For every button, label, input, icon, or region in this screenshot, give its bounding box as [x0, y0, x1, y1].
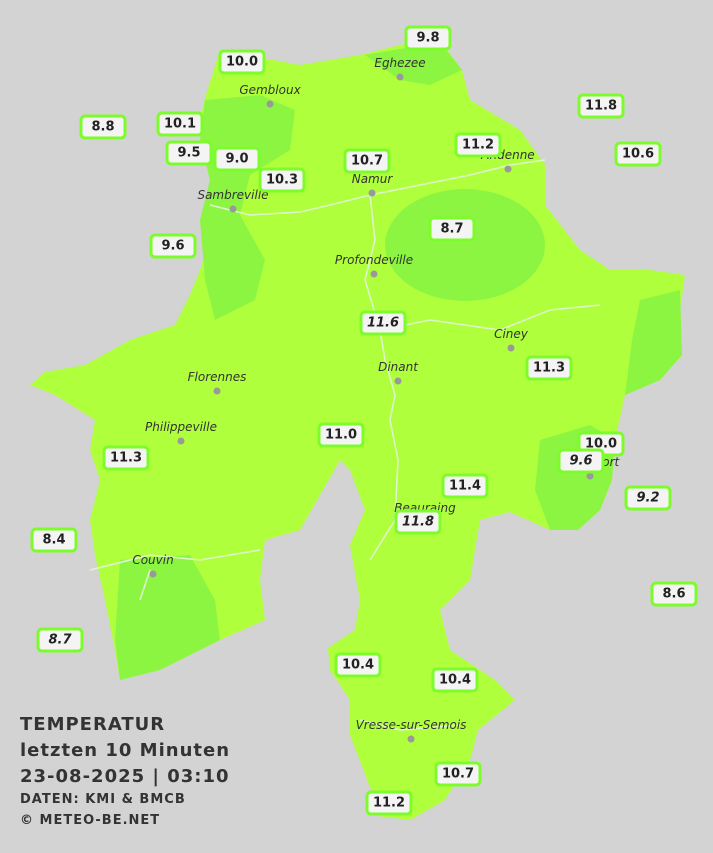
station-value: 11.0: [325, 428, 357, 443]
title-line: 23-08-2025 | 03:10: [20, 766, 230, 787]
station-value: 11.8: [402, 515, 434, 530]
station-box: [428, 216, 476, 242]
station-box: [359, 310, 407, 336]
city-name: Vresse-sur-Semois: [356, 718, 467, 732]
stations: 10.0 9.8 8.8 10.1 9.5 9.0 10.3 10.7 11.2 11.8 10.6…: [30, 25, 698, 816]
station-value: 11.2: [373, 796, 405, 811]
station-value: 9.6: [569, 454, 592, 469]
station-box: [434, 761, 482, 787]
station-value: 9.2: [636, 491, 659, 506]
station-value: 11.3: [110, 451, 142, 466]
city-dot: [266, 100, 274, 108]
station-value: 10.7: [442, 767, 474, 782]
city-dot: [229, 205, 237, 213]
station-value: 10.4: [342, 658, 374, 673]
city-name: Gembloux: [239, 83, 301, 97]
station-value: 11.4: [449, 479, 481, 494]
station-box: [334, 652, 382, 678]
cities: EghezeeGemblouxAndenneNamurSambrevillePr…: [132, 56, 621, 743]
station-value: 10.0: [226, 55, 258, 70]
city-dot: [504, 165, 512, 173]
city-dot: [177, 437, 185, 445]
city-name: Eghezee: [374, 56, 425, 70]
station-box: [149, 233, 197, 259]
station-value: 11.8: [585, 99, 617, 114]
city-dot: [407, 735, 415, 743]
station-box: [404, 25, 452, 51]
city-dot: [507, 344, 515, 352]
city-name: Sambreville: [197, 188, 268, 202]
station-box: [156, 111, 204, 137]
station-box: [577, 93, 625, 119]
station-box: [165, 140, 213, 166]
station-box: [317, 422, 365, 448]
station-value: 8.4: [42, 533, 65, 548]
copyright: © METEO-BE.NET: [20, 813, 160, 828]
cool-zones: [115, 42, 682, 680]
city-name: Couvin: [132, 553, 173, 567]
station-box: [431, 667, 479, 693]
title-line: TEMPERATUR: [20, 714, 165, 735]
station-value: 11.3: [533, 361, 565, 376]
station-value: 10.1: [164, 117, 196, 132]
station-box: [30, 527, 78, 553]
station-box: [258, 167, 306, 193]
city-name: Florennes: [188, 370, 247, 384]
station-value: 9.5: [177, 146, 200, 161]
city-name: Ciney: [494, 327, 529, 341]
station-box: [525, 355, 573, 381]
station-value: 11.2: [462, 138, 494, 153]
station-box: [218, 49, 266, 75]
station-box: [365, 790, 413, 816]
station-value: 10.7: [351, 154, 383, 169]
station-box: [213, 146, 261, 172]
station-box: [36, 627, 84, 653]
station-box: [79, 114, 127, 140]
city-dot: [149, 570, 157, 578]
station-value: 10.3: [266, 173, 298, 188]
station-box: [454, 132, 502, 158]
city-name: Dinant: [378, 360, 419, 374]
city-name: Profondeville: [335, 253, 413, 267]
station-value: 8.8: [91, 120, 114, 135]
city-dot: [213, 387, 221, 395]
city-dot: [370, 270, 378, 278]
station-box: [394, 509, 442, 535]
station-value: 8.6: [662, 587, 685, 602]
city-dot: [396, 73, 404, 81]
station-value: 9.8: [416, 31, 439, 46]
station-box: [343, 148, 391, 174]
station-value: 8.7: [48, 633, 72, 648]
station-box: [624, 485, 672, 511]
source: DATEN: KMI & BMCB: [20, 792, 186, 807]
station-box: [614, 141, 662, 167]
station-box: [102, 445, 150, 471]
station-value: 9.0: [225, 152, 248, 167]
city-dot: [586, 472, 594, 480]
city-name: Namur: [352, 172, 394, 186]
station-value: 10.4: [439, 673, 471, 688]
station-box: [557, 448, 605, 474]
station-value: 10.6: [622, 147, 654, 162]
station-value: 8.7: [440, 222, 463, 237]
city-dot: [368, 189, 376, 197]
title-block: TEMPERATUR letzten 10 Minuten 23-08-2025 |…: [20, 714, 230, 828]
station-value: 9.6: [161, 239, 184, 254]
station-value: 10.0: [585, 437, 617, 452]
city-dot: [394, 377, 402, 385]
station-value: 11.6: [367, 316, 399, 331]
station-box: [441, 473, 489, 499]
city-name: Philippeville: [145, 420, 217, 434]
title-line: letzten 10 Minuten: [20, 740, 230, 761]
station-box: [650, 581, 698, 607]
